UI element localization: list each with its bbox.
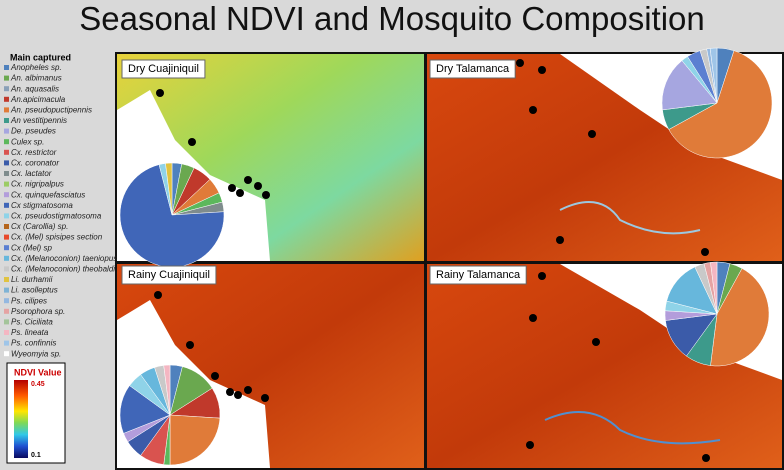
legend-label: Ps. lineata: [11, 328, 49, 337]
pie-slice: [709, 47, 718, 104]
legend-label: De. pseudes: [11, 127, 56, 136]
legend-label: Cx. (Melanoconion) theobaldi: [11, 265, 115, 274]
colorbar-max: 0.45: [31, 381, 45, 388]
legend-swatch: [4, 351, 9, 357]
pie-slice: [165, 162, 173, 216]
panel-label-box: [429, 59, 516, 79]
pie-slice: [661, 60, 718, 111]
legend-swatch: [4, 86, 9, 92]
legend-label: An. albimanus: [10, 74, 62, 83]
pie-slice: [169, 414, 221, 466]
legend-swatch: [4, 202, 9, 208]
legend-swatch: [4, 107, 9, 113]
legend-swatch: [4, 96, 9, 102]
legend-label: Cx (Mel) sp: [11, 243, 52, 252]
legend-swatch: [4, 75, 9, 81]
legend-label: Cx. quinquefasciatus: [11, 190, 85, 199]
legend-label: Ps. cilipes: [11, 296, 47, 305]
river: [559, 201, 701, 235]
panel-label: Dry Talamanca: [436, 63, 510, 75]
pie-slice: [163, 364, 171, 416]
legend-label: Cx (Carollia) sp.: [11, 222, 68, 231]
colorbar-title: NDVI Value: [14, 367, 62, 377]
sites: [154, 59, 710, 462]
legend-label: An vestitipennis: [10, 116, 67, 125]
panel-label-box: [121, 265, 217, 285]
legend-swatch: [4, 192, 9, 198]
legend-swatch: [4, 319, 9, 325]
legend-label: Psorophora sp.: [11, 307, 65, 316]
panel-label-box: [121, 59, 206, 79]
panel-label-box: [429, 265, 527, 285]
panel-label: Dry Cuajiniquil: [128, 63, 199, 75]
legend-swatch: [4, 245, 9, 251]
legend-label: Ps. Ciciliata: [11, 318, 53, 327]
legend-swatch: [4, 255, 9, 261]
panel-label: Rainy Talamanca: [436, 269, 521, 281]
pie-slice: [710, 268, 770, 367]
legend-label: Anopheles sp.: [10, 63, 62, 72]
legend-swatch: [4, 330, 9, 335]
title: Seasonal NDVI and Mosquito Composition: [79, 0, 705, 37]
colorbar: NDVI Value 0.45 0.1: [6, 362, 66, 464]
pie-slice: [119, 164, 225, 268]
legend-swatch: [4, 298, 9, 304]
legend-swatch: [4, 118, 9, 123]
legend-swatch: [4, 139, 9, 145]
legend-swatch: [4, 224, 9, 229]
legend-swatch: [4, 213, 9, 219]
legend-swatch: [4, 266, 9, 272]
legend-label: Cx. pseudostigmatosoma: [11, 212, 102, 221]
legend-label: Cx. (Mel) spisipes section: [11, 233, 103, 242]
legend-label: Li. asolleptus: [11, 286, 58, 295]
legend-label: An. pseudopuctipennis: [10, 106, 92, 115]
pie-slice: [119, 385, 171, 434]
colorbar-scale: [14, 380, 28, 458]
legend-swatch: [4, 234, 9, 240]
legend-swatch: [4, 287, 9, 293]
legend-label: Cx. (Melanoconion) taeniopus: [11, 254, 117, 263]
legend-swatch: [4, 149, 9, 155]
legend-swatch: [4, 340, 9, 346]
legend-swatch: [4, 308, 9, 314]
legend-label: Culex sp.: [11, 137, 44, 146]
legend-swatch: [4, 128, 9, 134]
legend-swatch: [4, 277, 9, 282]
legend-label: An. aquasalis: [10, 84, 59, 93]
legend-swatch: [4, 65, 9, 70]
pie-slice: [668, 50, 773, 159]
colorbar-min: 0.1: [31, 452, 41, 459]
legend-label: Wyeomyia sp.: [11, 349, 61, 358]
legend-label: An.apicimacula: [10, 95, 66, 104]
river: [544, 411, 721, 445]
pie-slice: [710, 261, 718, 315]
legend-swatch: [4, 171, 9, 176]
legend-swatch: [4, 160, 9, 166]
legend-label: Cx stigmatosoma: [11, 201, 73, 210]
panel-label: Rainy Cuajiniquil: [128, 269, 210, 281]
legend-label: Li. durhamii: [11, 275, 53, 284]
legend-swatch: [4, 181, 9, 187]
legend-label: Ps. confinnis: [11, 339, 56, 348]
legend-label: Cx. lactator: [11, 169, 52, 178]
legend-label: Cx. coronator: [11, 159, 59, 168]
legend-label: Cx. restrictor: [11, 148, 57, 157]
legend-label: Cx. nigripalpus: [11, 180, 64, 189]
legend-title: Main captured: [10, 52, 71, 62]
